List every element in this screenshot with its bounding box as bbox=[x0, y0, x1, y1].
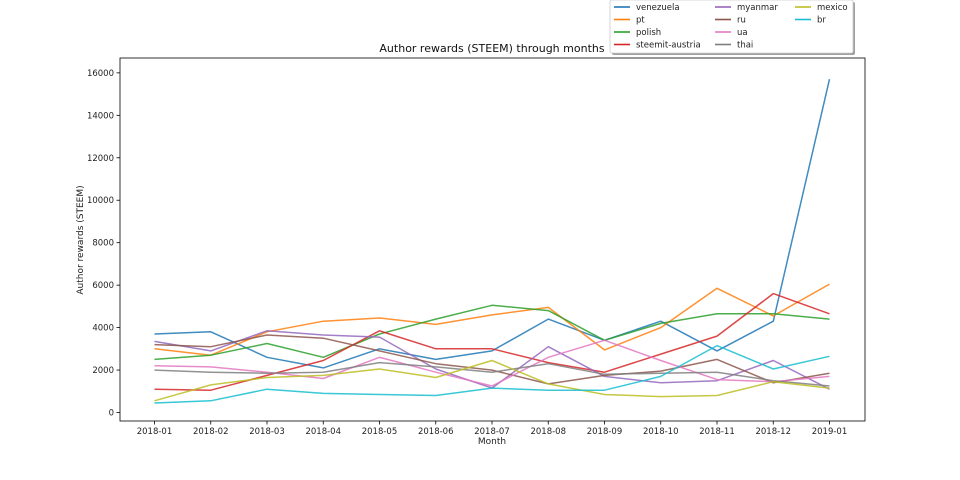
legend-label-steemit-austria: steemit-austria bbox=[636, 41, 701, 51]
x-tick-label: 2018-03 bbox=[249, 427, 285, 437]
series-line-steemit-austria bbox=[154, 292, 830, 391]
y-tick-label: 2000 bbox=[92, 366, 114, 376]
x-tick-label: 2018-02 bbox=[193, 427, 229, 437]
series-line-polish bbox=[154, 304, 830, 361]
y-tick-label: 12000 bbox=[87, 154, 114, 164]
y-tick-label: 10000 bbox=[87, 196, 114, 206]
legend-box bbox=[609, 0, 854, 54]
y-tick-label: 4000 bbox=[92, 324, 114, 334]
series-line-venezuela bbox=[154, 79, 831, 369]
chart-title: Author rewards (STEEM) through months bbox=[379, 42, 604, 55]
plot-frame bbox=[119, 57, 866, 422]
series-line-br bbox=[154, 344, 830, 404]
legend-label-ru: ru bbox=[737, 16, 746, 26]
y-tick-label: 8000 bbox=[92, 239, 114, 249]
x-tick-label: 2019-01 bbox=[812, 427, 848, 437]
series-line-thai bbox=[154, 361, 830, 387]
y-tick-label: 0 bbox=[109, 409, 114, 419]
y-axis-label: Author rewards (STEEM) bbox=[76, 185, 86, 294]
y-tick-label: 16000 bbox=[87, 69, 114, 79]
legend-label-mexico: mexico bbox=[817, 3, 848, 13]
x-tick-label: 2018-09 bbox=[587, 427, 623, 437]
series-line-pt bbox=[154, 283, 830, 356]
legend-label-myanmar: myanmar bbox=[737, 3, 778, 13]
series-line-mexico bbox=[154, 359, 830, 402]
y-tick-label: 6000 bbox=[92, 281, 114, 291]
x-tick-label: 2018-11 bbox=[699, 427, 735, 437]
plot-area bbox=[119, 57, 866, 422]
series-line-ru bbox=[154, 334, 830, 385]
legend-label-venezuela: venezuela bbox=[636, 3, 680, 13]
legend-label-br: br bbox=[817, 16, 826, 26]
x-tick-label: 2018-10 bbox=[643, 427, 679, 437]
x-tick-label: 2018-12 bbox=[755, 427, 791, 437]
chart-legend: venezuela pt polish steemit-austria myanmar r… bbox=[609, 0, 855, 55]
legend-label-pt: pt bbox=[636, 16, 645, 26]
series-line-ua bbox=[154, 339, 830, 387]
x-axis-label: Month bbox=[478, 437, 506, 447]
y-axis-ticks: 0 2000 4000 6000 8000 10000 12000 14000 16000 bbox=[87, 69, 120, 419]
x-axis-ticks: 2018-01 2018-02 2018-03 2018-04 2018-05 2018-… bbox=[137, 421, 848, 437]
legend-label-polish: polish bbox=[636, 28, 661, 38]
x-tick-label: 2018-04 bbox=[305, 427, 341, 437]
legend-label-thai: thai bbox=[737, 41, 753, 51]
x-tick-label: 2018-08 bbox=[530, 427, 566, 437]
x-tick-label: 2018-01 bbox=[137, 427, 173, 437]
x-tick-label: 2018-07 bbox=[474, 427, 510, 437]
x-tick-label: 2018-05 bbox=[362, 427, 398, 437]
legend-label-ua: ua bbox=[737, 28, 748, 38]
series-lines bbox=[154, 79, 831, 404]
x-tick-label: 2018-06 bbox=[418, 427, 454, 437]
y-tick-label: 14000 bbox=[87, 111, 114, 121]
